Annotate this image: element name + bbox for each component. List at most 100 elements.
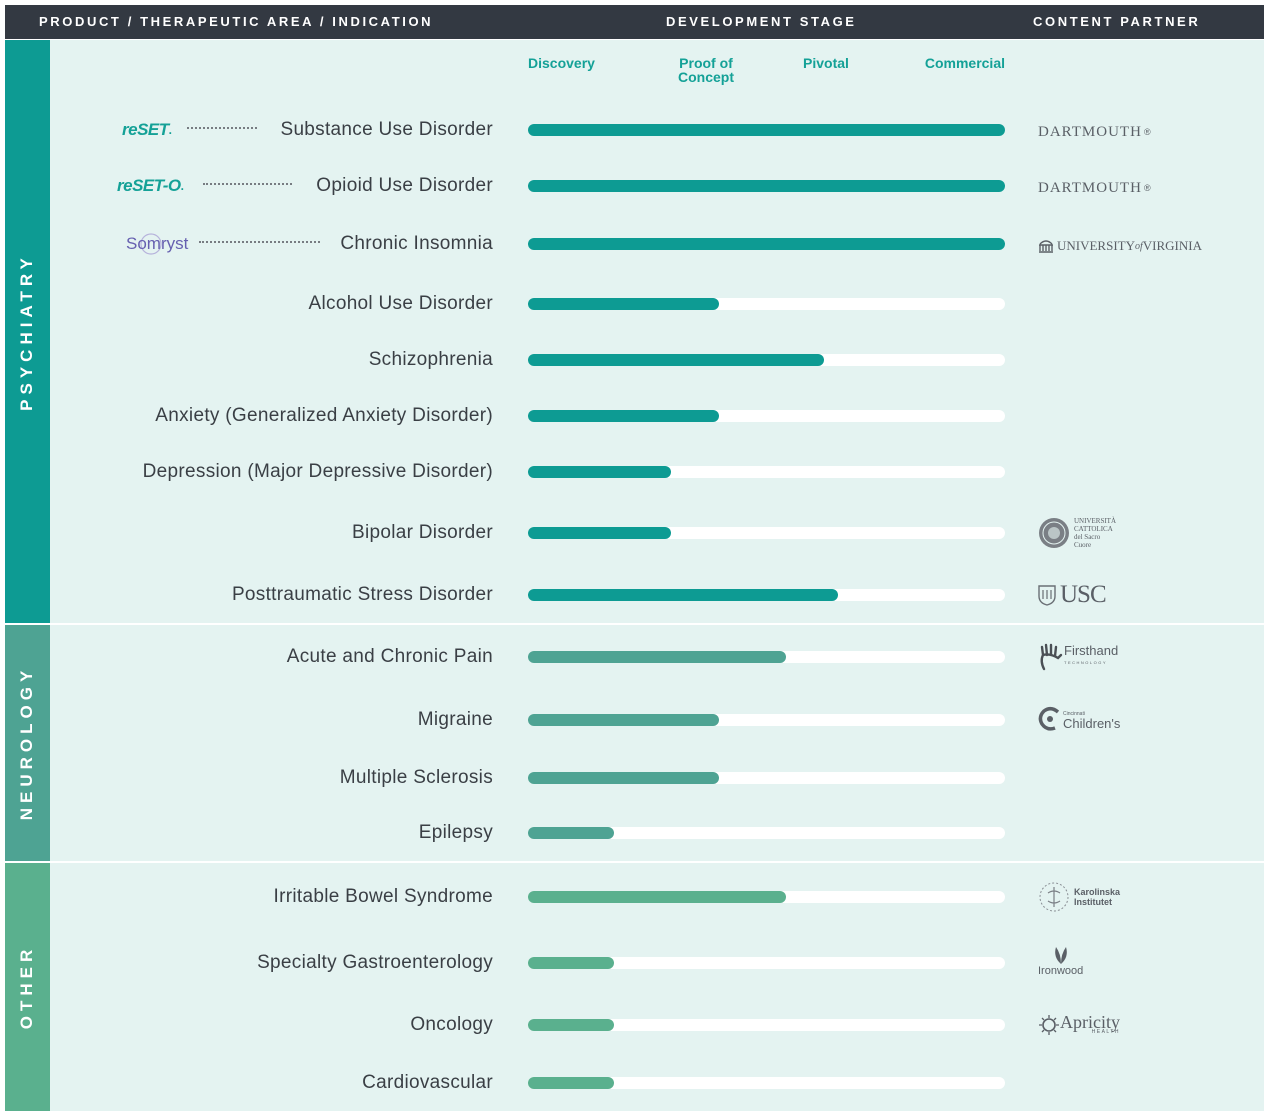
progress-bar bbox=[528, 124, 1005, 136]
stage-discovery: Discovery bbox=[528, 55, 595, 71]
partner-usc: USC bbox=[1038, 579, 1107, 611]
leader-dots bbox=[187, 127, 257, 129]
uva-logo-of: of bbox=[1135, 240, 1143, 252]
somryst-logo: Somryst bbox=[126, 232, 188, 256]
stage-track bbox=[528, 180, 1005, 192]
reset-o-logo: reSET-O. bbox=[117, 174, 184, 198]
stage-track bbox=[528, 827, 1005, 839]
apricity-logo-text: Apricity bbox=[1060, 1012, 1120, 1032]
stage-track bbox=[528, 124, 1005, 136]
tick-label: Epilepsy bbox=[418, 822, 493, 843]
group-divider bbox=[5, 861, 1264, 863]
somryst-swirl-icon bbox=[140, 233, 162, 255]
karolinska-logo-line2: Institutet bbox=[1074, 897, 1112, 907]
progress-bar bbox=[528, 238, 1005, 250]
partner-cincinnati: Cincinnati Children's bbox=[1038, 703, 1120, 735]
header-product-column: PRODUCT / THERAPEUTIC AREA / INDICATION bbox=[39, 14, 434, 29]
stage-pivotal: Pivotal bbox=[803, 55, 849, 71]
progress-bar bbox=[528, 1077, 614, 1089]
partner-uva: UNIVERSITY of VIRGINIA bbox=[1038, 230, 1202, 262]
tick-label: Multiple Sclerosis bbox=[339, 767, 493, 788]
progress-bar bbox=[528, 714, 719, 726]
uva-logo-text-b: VIRGINIA bbox=[1142, 238, 1202, 253]
cattolica-seal-icon bbox=[1039, 518, 1069, 548]
stage-track bbox=[528, 714, 1005, 726]
reset-o-logo-text: reSET-O bbox=[117, 176, 181, 195]
tick-label: Schizophrenia bbox=[368, 349, 493, 370]
tick-label: Oncology bbox=[410, 1014, 493, 1035]
stage-track bbox=[528, 527, 1005, 539]
ironwood-leaf-icon bbox=[1054, 947, 1067, 964]
karolinska-logo-line1: Karolinska bbox=[1074, 887, 1121, 897]
sidebar-psychiatry: PSYCHIATRY bbox=[5, 40, 50, 623]
table-header: PRODUCT / THERAPEUTIC AREA / INDICATION … bbox=[5, 5, 1264, 39]
progress-bar bbox=[528, 589, 838, 601]
sidebar-other: OTHER bbox=[5, 863, 50, 1111]
stage-track bbox=[528, 466, 1005, 478]
cattolica-logo-text: UNIVERSITÀ CATTOLICA del Sacro Cuore bbox=[1074, 517, 1116, 549]
firsthand-logo-text: Firsthand bbox=[1064, 643, 1119, 658]
uva-logo-text-a: UNIVERSITY bbox=[1057, 238, 1135, 253]
partner-dartmouth: DARTMOUTH ® bbox=[1038, 123, 1151, 140]
tick-label: Specialty Gastroenterology bbox=[257, 952, 493, 973]
tick-label: Alcohol Use Disorder bbox=[308, 293, 493, 314]
reset-logo-text: reSET bbox=[122, 120, 169, 139]
firsthand-logo-sub: TECHNOLOGY bbox=[1064, 660, 1108, 665]
stage-track bbox=[528, 957, 1005, 969]
stage-track bbox=[528, 589, 1005, 601]
dartmouth-logo: DARTMOUTH bbox=[1038, 123, 1142, 140]
hand-icon bbox=[1040, 643, 1063, 671]
leader-dots bbox=[199, 241, 320, 243]
header-content-partner: CONTENT PARTNER bbox=[1033, 14, 1201, 29]
group-divider bbox=[5, 623, 1264, 625]
progress-bar bbox=[528, 180, 1005, 192]
partner-apricity: Apricity HEALTH bbox=[1038, 1009, 1120, 1041]
tick-label: Posttraumatic Stress Disorder bbox=[231, 584, 493, 605]
header-development-stage: DEVELOPMENT STAGE bbox=[666, 14, 857, 29]
stage-track bbox=[528, 651, 1005, 663]
apricity-logo-sub: HEALTH bbox=[1091, 1029, 1120, 1035]
usc-logo-text: USC bbox=[1060, 581, 1107, 608]
partner-dartmouth: DARTMOUTH ® bbox=[1038, 179, 1151, 196]
progress-bar bbox=[528, 827, 614, 839]
reset-logo: reSET. bbox=[122, 118, 172, 142]
stage-track bbox=[528, 354, 1005, 366]
tick-label: Irritable Bowel Syndrome bbox=[273, 886, 493, 907]
progress-bar bbox=[528, 410, 719, 422]
progress-bar bbox=[528, 651, 786, 663]
reset-logo-mark: . bbox=[168, 123, 172, 137]
tick-label: Bipolar Disorder bbox=[351, 522, 493, 543]
tick-label: Cardiovascular bbox=[362, 1072, 493, 1093]
partner-karolinska: Karolinska Institutet bbox=[1038, 881, 1120, 913]
tick-label: Depression (Major Depressive Disorder) bbox=[142, 461, 493, 482]
somryst-logo-text: Somryst bbox=[126, 234, 189, 253]
cincinnati-logo-small: Cincinnati bbox=[1063, 711, 1085, 717]
stage-track bbox=[528, 1019, 1005, 1031]
progress-bar bbox=[528, 466, 671, 478]
partner-firsthand: Firsthand TECHNOLOGY bbox=[1038, 641, 1118, 673]
stage-track bbox=[528, 238, 1005, 250]
tick-label: Chronic Insomnia bbox=[340, 233, 493, 254]
progress-bar bbox=[528, 772, 719, 784]
progress-bar bbox=[528, 1019, 614, 1031]
cincinnati-swirl-icon bbox=[1038, 707, 1060, 731]
tick-label: Anxiety (Generalized Anxiety Disorder) bbox=[155, 405, 493, 426]
tick-label: Opioid Use Disorder bbox=[316, 175, 493, 196]
group-label-other: OTHER bbox=[17, 944, 36, 1030]
rotunda-icon bbox=[1039, 240, 1053, 253]
group-label-psychiatry: PSYCHIATRY bbox=[17, 252, 36, 411]
group-label-neurology: NEUROLOGY bbox=[17, 665, 36, 821]
ironwood-logo-text: Ironwood bbox=[1038, 965, 1084, 977]
stage-track bbox=[528, 298, 1005, 310]
dartmouth-logo: DARTMOUTH bbox=[1038, 179, 1142, 196]
tick-label: Migraine bbox=[417, 709, 493, 730]
stage-track bbox=[528, 410, 1005, 422]
tick-label: Acute and Chronic Pain bbox=[286, 646, 493, 667]
chart-panel bbox=[50, 40, 1264, 1111]
cincinnati-logo-text: Children's bbox=[1063, 716, 1121, 731]
partner-cattolica: UNIVERSITÀ CATTOLICA del Sacro Cuore bbox=[1038, 517, 1118, 549]
stage-track bbox=[528, 1077, 1005, 1089]
stage-track bbox=[528, 891, 1005, 903]
progress-bar bbox=[528, 957, 614, 969]
sidebar-neurology: NEUROLOGY bbox=[5, 625, 50, 861]
